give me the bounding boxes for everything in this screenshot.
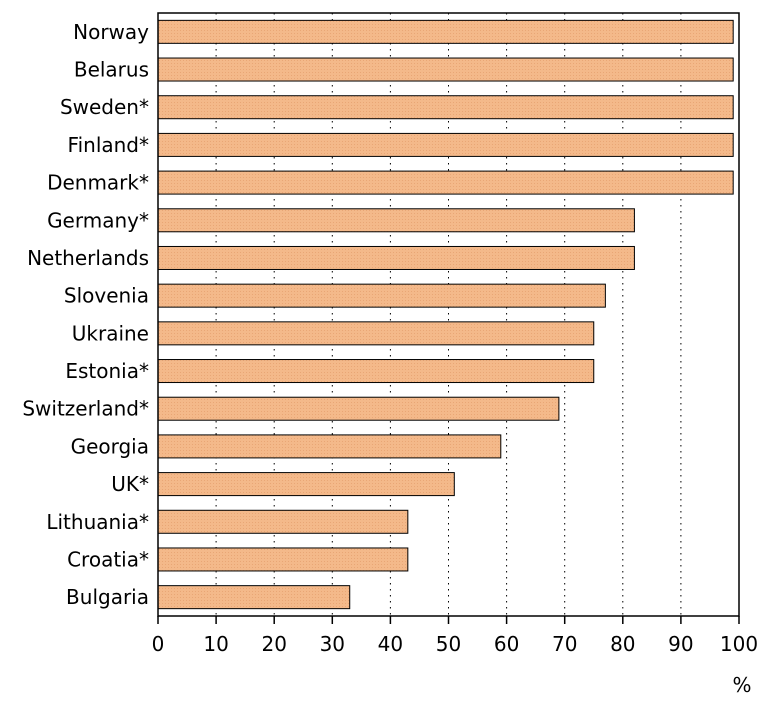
category-label: Denmark* (47, 171, 149, 195)
x-tick-label: 90 (668, 632, 693, 656)
bar-8 (157, 321, 595, 346)
x-tick-label: 60 (494, 632, 519, 656)
category-label: Bulgaria (66, 585, 149, 609)
category-label: Lithuania* (46, 510, 149, 534)
bar-1 (157, 57, 734, 82)
x-tick-label: 20 (261, 632, 286, 656)
gridlines (215, 13, 682, 616)
x-tick-label: 0 (152, 632, 165, 656)
category-label: Switzerland* (22, 397, 149, 421)
x-tick-label: 80 (610, 632, 635, 656)
bar-14 (157, 547, 409, 572)
category-labels: Norway Belarus Sweden* Finland* Denmark* Germ… (22, 20, 149, 609)
bar-11 (157, 434, 502, 459)
bar-7 (157, 283, 606, 308)
category-label: Belarus (74, 58, 149, 82)
x-tick-label: 70 (552, 632, 577, 656)
x-tick-label: 40 (378, 632, 403, 656)
bar-5 (157, 208, 635, 233)
x-tick-label: 10 (203, 632, 228, 656)
category-label: Netherlands (27, 246, 149, 270)
category-label: Norway (73, 20, 149, 44)
bar-12 (157, 472, 455, 497)
category-label: UK* (111, 472, 149, 496)
x-axis-ticks: 0 10 20 30 40 50 60 70 80 90 100 (152, 616, 758, 656)
bar-0 (157, 19, 734, 44)
x-tick-label: 50 (436, 632, 461, 656)
bar-15 (157, 585, 351, 610)
category-label: Georgia (71, 434, 149, 458)
x-axis-unit-label: % (732, 673, 751, 697)
category-label: Croatia* (67, 547, 149, 571)
category-label: Sweden* (60, 95, 149, 119)
category-label: Germany* (47, 208, 149, 232)
bar-9 (157, 359, 595, 384)
bar-3 (157, 132, 734, 157)
x-tick-label: 30 (320, 632, 345, 656)
bar-4 (157, 170, 734, 195)
bar-13 (157, 509, 409, 534)
category-label: Ukraine (72, 321, 149, 345)
bar-2 (157, 95, 734, 120)
bar-6 (157, 245, 635, 270)
x-tick-label: 100 (720, 632, 758, 656)
category-label: Estonia* (65, 359, 149, 383)
bars (157, 19, 734, 610)
category-label: Slovenia (64, 284, 149, 308)
category-label: Finland* (68, 133, 149, 157)
bar-10 (157, 396, 560, 421)
